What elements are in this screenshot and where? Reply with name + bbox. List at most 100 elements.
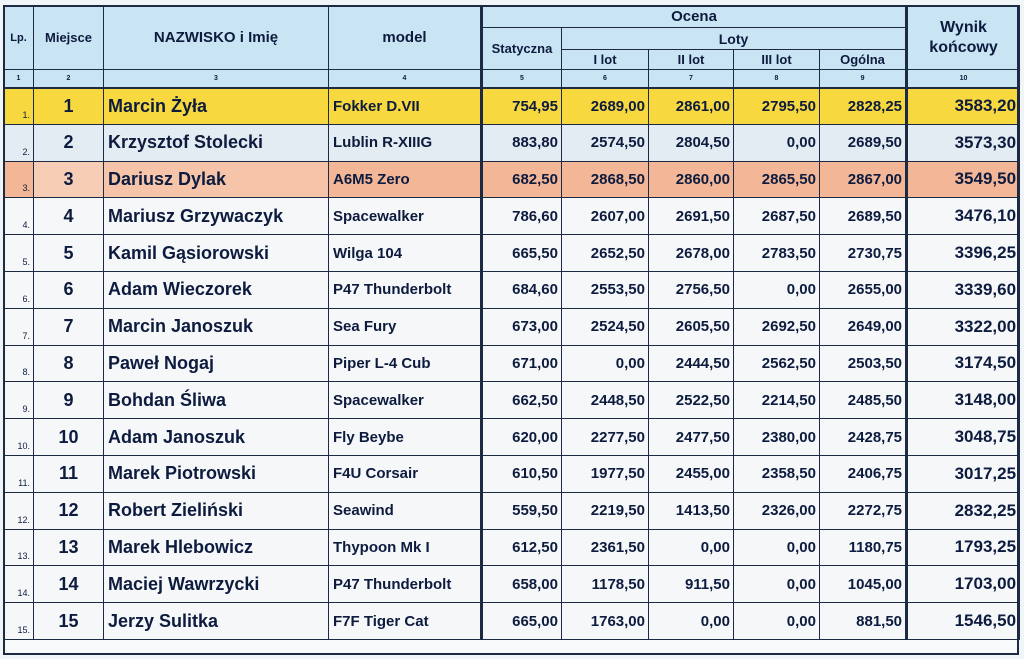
cell-model: Wilga 104 bbox=[328, 234, 483, 272]
cell-lot-2: 2861,00 bbox=[648, 87, 734, 125]
cell-lot-1: 0,00 bbox=[561, 344, 649, 383]
cell-wynik: 3583,20 bbox=[906, 87, 1021, 125]
cell-lp: 9. bbox=[3, 381, 34, 420]
cell-ogolna: 2689,50 bbox=[818, 123, 909, 162]
table-row: 6. 6 Adam Wieczorek P47 Thunderbolt 684,60 25… bbox=[3, 270, 1021, 309]
cell-ogolna: 1180,75 bbox=[818, 528, 909, 567]
cell-lot-3: 0,00 bbox=[733, 528, 820, 567]
cell-wynik: 3048,75 bbox=[906, 418, 1021, 456]
header-wynik: Wynik końcowy bbox=[906, 5, 1021, 70]
cell-lot-2: 2477,50 bbox=[648, 418, 734, 456]
cell-name: Dariusz Dylak bbox=[103, 160, 329, 199]
cell-name: Paweł Nogaj bbox=[103, 344, 329, 383]
cell-lot-2: 0,00 bbox=[648, 602, 734, 640]
cell-lp: 12. bbox=[3, 491, 34, 530]
column-index: 6 bbox=[561, 69, 649, 88]
cell-name: Robert Zieliński bbox=[103, 491, 329, 530]
table-row: 2. 2 Krzysztof Stolecki Lublin R-XIIIG 883,8… bbox=[3, 123, 1021, 162]
cell-model: Piper L-4 Cub bbox=[328, 344, 483, 383]
table-row: 5. 5 Kamil Gąsiorowski Wilga 104 665,50 2652,… bbox=[3, 234, 1021, 272]
column-index: 1 bbox=[3, 69, 34, 88]
cell-model: Lublin R-XIIIG bbox=[328, 123, 483, 162]
cell-name: Jerzy Sulitka bbox=[103, 602, 329, 640]
cell-name: Mariusz Grzywaczyk bbox=[103, 197, 329, 236]
cell-name: Maciej Wawrzycki bbox=[103, 565, 329, 604]
cell-lot-1: 2689,00 bbox=[561, 87, 649, 125]
cell-ogolna: 2272,75 bbox=[818, 491, 909, 530]
cell-lot-1: 2553,50 bbox=[561, 270, 649, 309]
cell-lot-1: 2219,50 bbox=[561, 491, 649, 530]
cell-miejsce: 1 bbox=[33, 87, 104, 125]
cell-model: P47 Thunderbolt bbox=[328, 270, 483, 309]
cell-lp: 1. bbox=[3, 87, 34, 125]
cell-miejsce: 12 bbox=[33, 491, 104, 530]
header-ocena: Ocena bbox=[480, 5, 909, 28]
cell-lp: 2. bbox=[3, 123, 34, 162]
cell-statyczna: 620,00 bbox=[481, 418, 562, 456]
cell-ogolna: 2828,25 bbox=[818, 87, 909, 125]
cell-statyczna: 658,00 bbox=[481, 565, 562, 604]
cell-model: Seawind bbox=[328, 491, 483, 530]
cell-ogolna: 1045,00 bbox=[818, 565, 909, 604]
cell-wynik: 3573,30 bbox=[906, 123, 1021, 162]
cell-model: Spacewalker bbox=[328, 197, 483, 236]
cell-wynik: 3549,50 bbox=[906, 160, 1021, 199]
cell-ogolna: 2867,00 bbox=[818, 160, 909, 199]
cell-miejsce: 15 bbox=[33, 602, 104, 640]
cell-wynik: 3017,25 bbox=[906, 454, 1021, 493]
cell-lp: 3. bbox=[3, 160, 34, 199]
cell-lot-1: 2524,50 bbox=[561, 307, 649, 346]
cell-model: Sea Fury bbox=[328, 307, 483, 346]
header-statyczna: Statyczna bbox=[481, 27, 562, 70]
cell-wynik: 1793,25 bbox=[906, 528, 1021, 567]
cell-lot-2: 2605,50 bbox=[648, 307, 734, 346]
cell-lot-1: 2868,50 bbox=[561, 160, 649, 199]
cell-wynik: 3322,00 bbox=[906, 307, 1021, 346]
cell-name: Krzysztof Stolecki bbox=[103, 123, 329, 162]
cell-model: A6M5 Zero bbox=[328, 160, 483, 199]
cell-lot-1: 2607,00 bbox=[561, 197, 649, 236]
cell-name: Bohdan Śliwa bbox=[103, 381, 329, 420]
table-row: 10. 10 Adam Janoszuk Fly Beybe 620,00 2277,50… bbox=[3, 418, 1021, 456]
header-lot-3: III lot bbox=[733, 49, 820, 70]
cell-ogolna: 2655,00 bbox=[818, 270, 909, 309]
header-lot-2: II lot bbox=[648, 49, 734, 70]
cell-lot-2: 2691,50 bbox=[648, 197, 734, 236]
cell-model: Spacewalker bbox=[328, 381, 483, 420]
cell-name: Marek Hlebowicz bbox=[103, 528, 329, 567]
cell-model: P47 Thunderbolt bbox=[328, 565, 483, 604]
cell-statyczna: 665,00 bbox=[481, 602, 562, 640]
cell-wynik: 1703,00 bbox=[906, 565, 1021, 604]
cell-lot-2: 0,00 bbox=[648, 528, 734, 567]
table-row: 11. 11 Marek Piotrowski F4U Corsair 610,50 19… bbox=[3, 454, 1021, 493]
cell-lp: 11. bbox=[3, 454, 34, 493]
table-row: 15. 15 Jerzy Sulitka F7F Tiger Cat 665,00 176… bbox=[3, 602, 1021, 640]
cell-statyczna: 612,50 bbox=[481, 528, 562, 567]
cell-wynik: 3339,60 bbox=[906, 270, 1021, 309]
cell-lp: 13. bbox=[3, 528, 34, 567]
table-row: 1. 1 Marcin Żyła Fokker D.VII 754,95 2689,00 2… bbox=[3, 87, 1021, 125]
cell-miejsce: 5 bbox=[33, 234, 104, 272]
cell-lot-3: 2326,00 bbox=[733, 491, 820, 530]
cell-miejsce: 9 bbox=[33, 381, 104, 420]
cell-statyczna: 559,50 bbox=[481, 491, 562, 530]
cell-lot-2: 2522,50 bbox=[648, 381, 734, 420]
cell-lot-3: 0,00 bbox=[733, 270, 820, 309]
header-model: model bbox=[328, 5, 483, 70]
cell-lot-2: 2756,50 bbox=[648, 270, 734, 309]
header-ogolna: Ogólna bbox=[818, 49, 909, 70]
header-nazwisko: NAZWISKO i Imię bbox=[103, 5, 329, 70]
table-row: 3. 3 Dariusz Dylak A6M5 Zero 682,50 2868,50 28… bbox=[3, 160, 1021, 199]
cell-lot-3: 0,00 bbox=[733, 123, 820, 162]
cell-statyczna: 665,50 bbox=[481, 234, 562, 272]
cell-miejsce: 8 bbox=[33, 344, 104, 383]
table-row: 13. 13 Marek Hlebowicz Thypoon Mk I 612,50 23… bbox=[3, 528, 1021, 567]
cell-miejsce: 7 bbox=[33, 307, 104, 346]
cell-lot-3: 0,00 bbox=[733, 602, 820, 640]
cell-name: Marek Piotrowski bbox=[103, 454, 329, 493]
cell-wynik: 1546,50 bbox=[906, 602, 1021, 640]
cell-miejsce: 14 bbox=[33, 565, 104, 604]
cell-ogolna: 2730,75 bbox=[818, 234, 909, 272]
cell-lot-3: 2783,50 bbox=[733, 234, 820, 272]
cell-model: Fokker D.VII bbox=[328, 87, 483, 125]
